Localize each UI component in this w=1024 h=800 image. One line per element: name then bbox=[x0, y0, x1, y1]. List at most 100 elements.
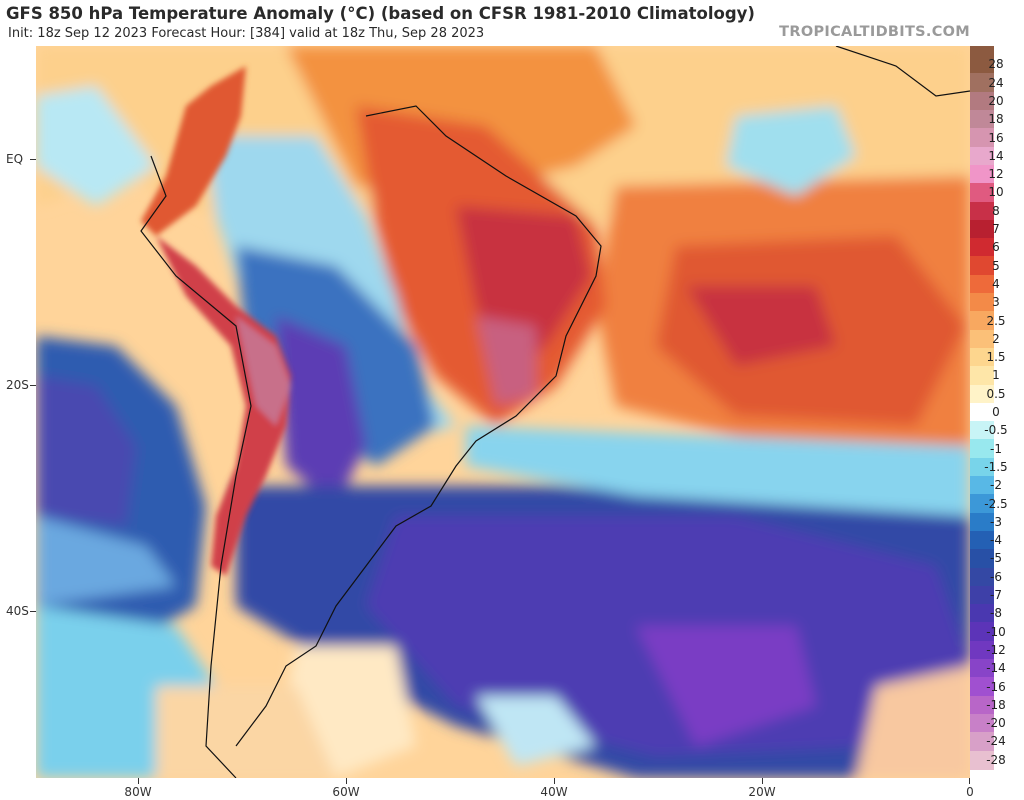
colorbar-label: 10 bbox=[988, 185, 1004, 200]
coastline-africa bbox=[835, 46, 970, 97]
colorbar-cell bbox=[970, 384, 994, 404]
lat-tick bbox=[30, 159, 36, 160]
colorbar-label: 8 bbox=[992, 203, 1000, 218]
coastline-west bbox=[140, 155, 252, 778]
anomaly-field bbox=[36, 46, 970, 778]
colorbar-cell bbox=[970, 640, 994, 660]
lon-label-80w: 80W bbox=[124, 785, 152, 799]
colorbar-cell bbox=[970, 164, 994, 184]
temperature-anomaly-map[interactable] bbox=[36, 46, 970, 778]
colorbar-cell bbox=[970, 512, 994, 532]
colorbar-cell bbox=[970, 347, 994, 367]
colorbar-cell bbox=[970, 732, 994, 752]
source-credit: TROPICALTIDBITS.COM bbox=[779, 24, 970, 40]
lon-tick bbox=[762, 778, 763, 784]
colorbar-cap bbox=[970, 46, 994, 56]
lon-tick bbox=[554, 778, 555, 784]
colorbar-label: -2.5 bbox=[984, 496, 1008, 511]
colorbar-cell bbox=[970, 567, 994, 587]
colorbar-label: -7 bbox=[990, 588, 1002, 602]
colorbar-label: -0.5 bbox=[984, 423, 1008, 438]
colorbar-cell bbox=[970, 311, 994, 331]
colorbar-cell bbox=[970, 549, 994, 569]
lat-tick bbox=[30, 385, 36, 386]
colorbar-label: 2 bbox=[992, 331, 1000, 346]
colorbar-cell bbox=[970, 183, 994, 203]
lat-label-eq: EQ bbox=[6, 152, 24, 166]
colorbar-label: 12 bbox=[988, 167, 1004, 182]
lon-tick bbox=[969, 778, 970, 784]
colorbar-label: 6 bbox=[992, 240, 1000, 255]
lon-label-60w: 60W bbox=[332, 785, 360, 799]
colorbar-cell bbox=[970, 201, 994, 221]
colorbar-cell bbox=[970, 256, 994, 276]
colorbar-label: 14 bbox=[988, 148, 1004, 163]
colorbar-cell bbox=[970, 110, 994, 130]
colorbar-cell bbox=[970, 476, 994, 496]
colorbar-label: 5 bbox=[992, 258, 1000, 273]
colorbar-cell bbox=[970, 91, 994, 111]
lon-tick bbox=[346, 778, 347, 784]
colorbar-label: -6 bbox=[990, 569, 1002, 584]
colorbar-cell bbox=[970, 274, 994, 294]
colorbar-label: 1.5 bbox=[986, 350, 1006, 365]
colorbar-label: 7 bbox=[992, 222, 1000, 236]
lat-tick bbox=[30, 611, 36, 612]
colorbar-cell bbox=[970, 293, 994, 313]
colorbar-cell bbox=[970, 366, 994, 386]
colorbar-label: -16 bbox=[986, 679, 1006, 694]
colorbar-label: 16 bbox=[988, 130, 1004, 145]
coastline-east bbox=[235, 105, 602, 747]
colorbar-label: 24 bbox=[988, 75, 1004, 90]
colorbar-cell bbox=[970, 55, 994, 75]
colorbar-label: -20 bbox=[986, 716, 1006, 731]
colorbar-label: -1.5 bbox=[984, 459, 1008, 474]
colorbar-label: 4 bbox=[992, 276, 1000, 291]
colorbar-cell bbox=[970, 530, 994, 550]
colorbar-cell bbox=[970, 457, 994, 477]
map-subtitle: Init: 18z Sep 12 2023 Forecast Hour: [38… bbox=[8, 26, 485, 41]
colorbar-cell bbox=[970, 695, 994, 715]
lat-label-20s: 20S bbox=[6, 378, 29, 392]
colorbar-label: -14 bbox=[986, 661, 1006, 676]
colorbar-cell bbox=[970, 128, 994, 148]
colorbar-label: 3 bbox=[992, 295, 1000, 310]
colorbar-label: -10 bbox=[986, 624, 1006, 639]
colorbar-label: -8 bbox=[990, 606, 1002, 621]
colorbar-cell bbox=[970, 238, 994, 258]
colorbar-cell bbox=[970, 402, 994, 422]
map-title: GFS 850 hPa Temperature Anomaly (°C) (ba… bbox=[6, 4, 755, 23]
colorbar-cell bbox=[970, 73, 994, 93]
colorbar-cell bbox=[970, 146, 994, 166]
colorbar-cell bbox=[970, 329, 994, 349]
colorbar-label: 20 bbox=[988, 93, 1004, 108]
colorbar-label: -5 bbox=[990, 551, 1002, 566]
colorbar-label: 0 bbox=[992, 405, 1000, 419]
colorbar-cell bbox=[970, 421, 994, 441]
colorbar-cell bbox=[970, 659, 994, 679]
colorbar-label: -18 bbox=[986, 697, 1006, 712]
lon-label-40w: 40W bbox=[540, 785, 568, 799]
lon-label-20w: 20W bbox=[748, 785, 776, 799]
colorbar-label: 28 bbox=[988, 57, 1004, 72]
colorbar-label: -2 bbox=[990, 478, 1002, 493]
colorbar-cell bbox=[970, 585, 994, 605]
colorbar-cell bbox=[970, 713, 994, 733]
colorbar-label: -4 bbox=[990, 533, 1002, 548]
colorbar-label: 18 bbox=[988, 112, 1004, 127]
colorbar-label: 0.5 bbox=[986, 386, 1006, 401]
colorbar-cell bbox=[970, 750, 994, 770]
colorbar-cell bbox=[970, 604, 994, 624]
colorbar-label: -1 bbox=[990, 441, 1002, 456]
colorbar-label: 1 bbox=[992, 368, 1000, 383]
colorbar-label: -3 bbox=[990, 514, 1002, 529]
colorbar-legend bbox=[970, 46, 994, 778]
colorbar-cell bbox=[970, 622, 994, 642]
colorbar-label: 2.5 bbox=[986, 313, 1006, 328]
colorbar-cell bbox=[970, 219, 994, 239]
lon-tick bbox=[138, 778, 139, 784]
colorbar-label: -28 bbox=[986, 752, 1006, 767]
lat-label-40s: 40S bbox=[6, 604, 29, 618]
colorbar-cell bbox=[970, 677, 994, 697]
colorbar-label: -12 bbox=[986, 642, 1006, 657]
